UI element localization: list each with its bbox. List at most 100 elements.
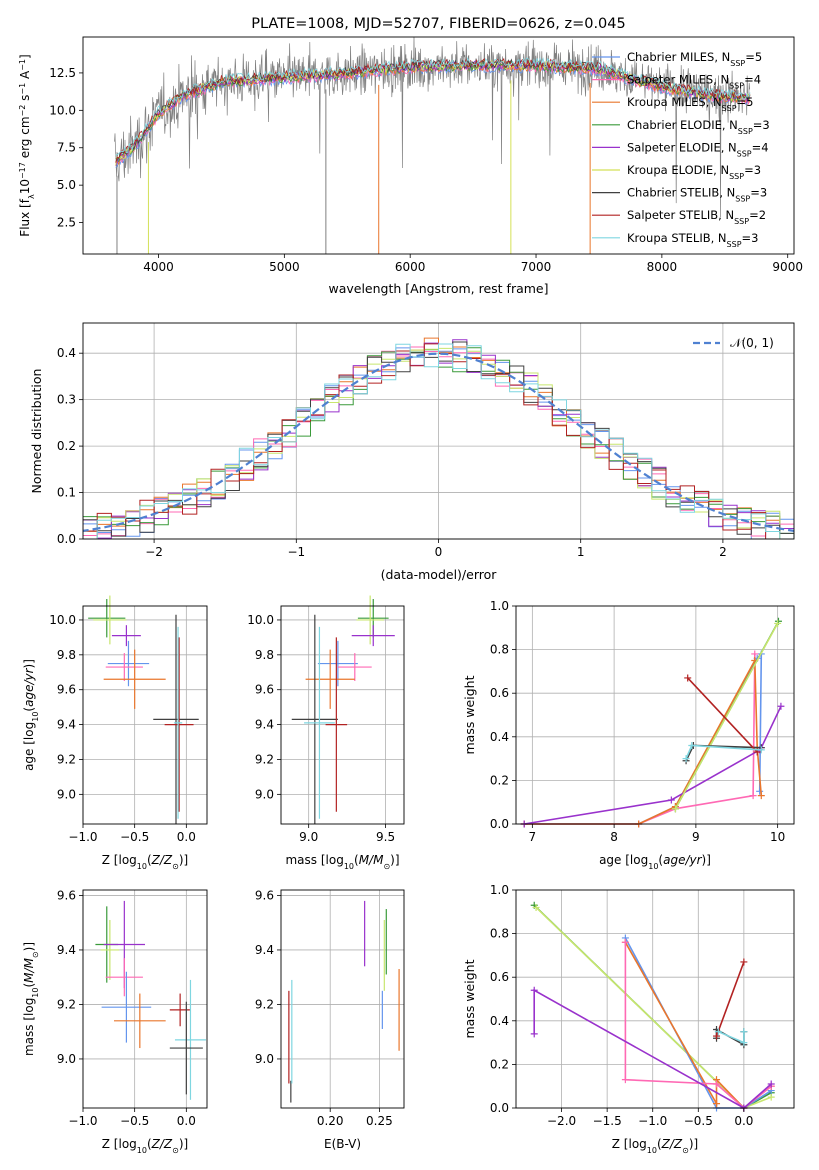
mass_vs_z-ytick-label: 9.0 <box>57 1052 76 1066</box>
mass_vs_ebv-xlabel: E(B-V) <box>324 1137 361 1151</box>
legend-entry: Salpeter ELODIE, NSSP=4 <box>627 140 769 158</box>
weight_vs_z-xtick-label: −1.0 <box>638 1114 667 1128</box>
mass_vs_z-xtick-label: −0.5 <box>120 1114 149 1128</box>
mass_vs_ebv-ytick-label: 9.2 <box>255 997 274 1011</box>
weight_vs_age-ytick-label: 0.4 <box>490 730 509 744</box>
weight_vs_age-marker <box>751 650 759 658</box>
weight_vs_age-marker <box>682 755 690 763</box>
spectrum-xtick-label: 5000 <box>269 260 300 274</box>
weight_vs_age-marker <box>774 619 782 627</box>
weight_vs_age-ytick-label: 0.6 <box>490 686 509 700</box>
weight_vs_age-ytick-label: 1.0 <box>490 599 509 613</box>
weight_vs_z-marker <box>767 1093 775 1101</box>
age_vs_mass-xtick-label: 9.0 <box>299 830 318 844</box>
weight_vs_age-marker <box>684 674 692 682</box>
weight_vs_age-marker <box>757 746 765 754</box>
residuals-ylabel: Normed distribution <box>29 369 44 494</box>
legend-entry: Salpeter MILES, NSSP=4 <box>627 73 761 91</box>
residuals-ytick-label: 0.3 <box>57 393 76 407</box>
legend-entry: Kroupa MILES, NSSP=5 <box>627 95 753 113</box>
spectrum-ytick-label: 12.5 <box>49 66 76 80</box>
age_vs_z-xtick-label: −0.5 <box>120 830 149 844</box>
residuals-xtick-label: 1 <box>577 545 585 559</box>
weight_vs_z-xtick-label: −0.5 <box>684 1114 713 1128</box>
age_vs_z-xtick-label: −1.0 <box>68 830 97 844</box>
weight_vs_age-xtick-label: 7 <box>529 830 537 844</box>
mass_vs_ebv-xtick-label: 0.20 <box>317 1114 344 1128</box>
residuals-xtick-label: −1 <box>287 545 305 559</box>
weight_vs_age-line <box>524 705 782 825</box>
spectrum-ytick-label: 2.5 <box>57 216 76 230</box>
age_vs_z-ytick-label: 10.0 <box>49 613 76 627</box>
weight_vs_age-ylabel: mass weight <box>462 675 477 754</box>
weight_vs_age-xlabel: age [log10(age/yr)] <box>599 853 711 871</box>
weight_vs_age-line <box>687 677 758 753</box>
weight_vs_age-line <box>674 623 779 810</box>
spectrum-ytick-label: 10.0 <box>49 103 76 117</box>
legend-entry: Kroupa ELODIE, NSSP=3 <box>627 163 761 181</box>
weight_vs_z-frame <box>515 889 795 1109</box>
spectrum-xtick-label: 4000 <box>143 260 174 274</box>
mass_vs_z-ylabel: mass [log10(M/M⊙)] <box>22 942 40 1056</box>
residuals-xtick-label: 2 <box>719 545 727 559</box>
weight_vs_z-ytick-label: 0.4 <box>490 1014 509 1028</box>
spectrum-title: PLATE=1008, MJD=52707, FIBERID=0626, z=0… <box>251 16 625 32</box>
age_vs_z-xlabel: Z [log10(Z/Z⊙)] <box>102 853 188 871</box>
spectrum-xtick-label: 6000 <box>395 260 426 274</box>
weight_vs_z-line <box>535 906 772 1109</box>
weight_vs_age-marker <box>667 796 675 804</box>
weight_vs_z-marker <box>767 1080 775 1088</box>
weight_vs_z-xlabel: Z [log10(Z/Z⊙)] <box>612 1137 698 1155</box>
age_vs_z-frame <box>82 605 208 825</box>
gaussian-legend-label: 𝒩(0, 1) <box>730 336 774 350</box>
weight_vs_age-ytick-label: 0.0 <box>490 817 509 831</box>
spectrum-ytick-label: 7.5 <box>57 141 76 155</box>
age_vs_mass-frame <box>280 605 405 825</box>
weight_vs_age-line <box>524 651 763 825</box>
spectrum-model-line <box>115 57 751 156</box>
weight_vs_z-marker <box>530 986 538 994</box>
spectrum-ylabel: Flux [fλ10−17 erg cm−2 s−1 A−1] <box>18 54 36 236</box>
mass_vs_z-ytick-label: 9.2 <box>57 997 76 1011</box>
residuals-xlabel: (data-model)/error <box>381 567 498 582</box>
age_vs_z-ytick-label: 9.0 <box>57 787 76 801</box>
age_vs_z-ytick-label: 9.6 <box>57 683 76 697</box>
age_vs_mass-ytick-label: 9.8 <box>255 648 274 662</box>
residuals-ytick-label: 0.1 <box>57 486 76 500</box>
spectrum-model-line <box>115 61 751 166</box>
mass_vs_z-ytick-label: 9.6 <box>57 888 76 902</box>
weight_vs_z-marker <box>621 938 629 946</box>
age_vs_mass-ytick-label: 10.0 <box>247 613 274 627</box>
age_vs_mass-ytick-label: 9.6 <box>255 683 274 697</box>
weight_vs_z-line <box>533 988 772 1109</box>
mass_vs_ebv-xtick-label: 0.25 <box>366 1114 393 1128</box>
weight_vs_age-ytick-label: 0.8 <box>490 643 509 657</box>
weight_vs_z-ylabel: mass weight <box>462 959 477 1038</box>
residuals-xtick-label: −2 <box>145 545 163 559</box>
age_vs_z-ytick-label: 9.8 <box>57 648 76 662</box>
legend-entry: Chabrier ELODIE, NSSP=3 <box>627 118 770 136</box>
weight_vs_age-xtick-label: 8 <box>610 830 618 844</box>
legend-entry: Salpeter STELIB, NSSP=2 <box>627 208 766 226</box>
spectrum-ytick-label: 5.0 <box>57 178 76 192</box>
age_vs_mass-xtick-label: 9.5 <box>376 830 395 844</box>
spectrum-xtick-label: 8000 <box>647 260 678 274</box>
age_vs_mass-ytick-label: 9.2 <box>255 752 274 766</box>
residual-histogram <box>83 343 794 539</box>
weight_vs_age-ytick-label: 0.2 <box>490 773 509 787</box>
weight_vs_age-marker <box>756 787 764 795</box>
spectrum-xtick-label: 9000 <box>772 260 803 274</box>
age_vs_z-ytick-label: 9.4 <box>57 718 76 732</box>
residuals-ytick-label: 0.2 <box>57 439 76 453</box>
mass_vs_ebv-frame <box>280 889 405 1109</box>
legend-entry: Kroupa STELIB, NSSP=3 <box>627 231 758 249</box>
weight_vs_z-line <box>717 1030 745 1044</box>
weight_vs_z-ytick-label: 0.0 <box>490 1101 509 1115</box>
weight_vs_age-line <box>524 653 756 825</box>
weight_vs_z-marker <box>740 958 748 966</box>
mass_vs_z-xtick-label: −1.0 <box>68 1114 97 1128</box>
mass_vs_ebv-ytick-label: 9.6 <box>255 888 274 902</box>
weight_vs_age-xtick-label: 9 <box>692 830 700 844</box>
age_vs_z-ylabel: age [log10(age/yr)] <box>22 659 40 771</box>
weight_vs_age-xtick-label: 10 <box>770 830 785 844</box>
